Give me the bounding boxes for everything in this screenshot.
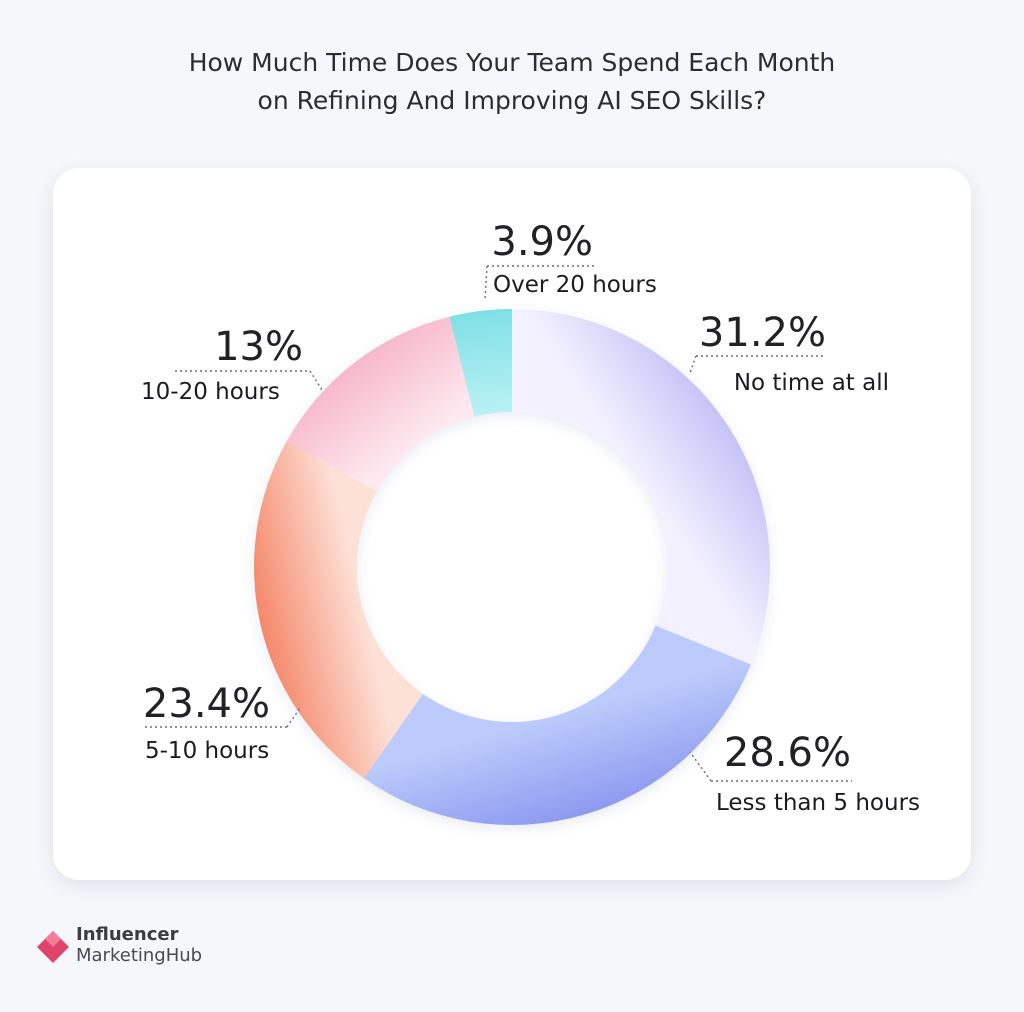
category-label-no-time-at-all: No time at all [734,370,889,396]
leader-line-10-20-hours [175,370,323,391]
brand-text: Influencer MarketingHub [76,924,202,966]
category-label-5-10-hours: 5-10 hours [145,738,269,764]
chart-title-line2: on Refining And Improving AI SEO Skills? [257,86,767,115]
slice-10-20-hours [286,316,475,492]
slice-over-20-hours [449,309,512,417]
slice-5-10-hours [253,441,423,779]
leader-line-no-time-at-all [689,355,826,374]
value-label-no-time-at-all: 31.2% [699,310,826,356]
category-label-over-20-hours: Over 20 hours [493,272,657,298]
leader-line-5-10-hours [145,707,301,728]
value-label-over-20-hours: 3.9% [491,219,593,265]
category-label-less-than-5-hours: Less than 5 hours [716,790,920,816]
value-label-5-10-hours: 23.4% [143,681,270,727]
chart-title: How Much Time Does Your Team Spend Each … [0,44,1024,120]
slice-less-than-5-hours [363,625,751,825]
brand-diamond-icon [37,931,69,963]
brand-line2-part2: Hub [165,945,203,966]
chart-title-line1: How Much Time Does Your Team Spend Each … [188,48,836,77]
brand-line2: MarketingHub [76,945,202,966]
category-label-10-20-hours: 10-20 hours [141,379,280,405]
brand-line1: Influencer [76,924,179,945]
leader-line-less-than-5-hours [689,751,852,782]
leader-line-over-20-hours [484,265,596,301]
brand-logo: Influencer MarketingHub [36,922,236,970]
slice-no-time-at-all [512,309,770,665]
value-label-less-than-5-hours: 28.6% [724,730,851,776]
value-label-10-20-hours: 13% [214,324,303,370]
donut-ring [253,309,770,825]
brand-line2-part1: Marketing [76,945,166,966]
